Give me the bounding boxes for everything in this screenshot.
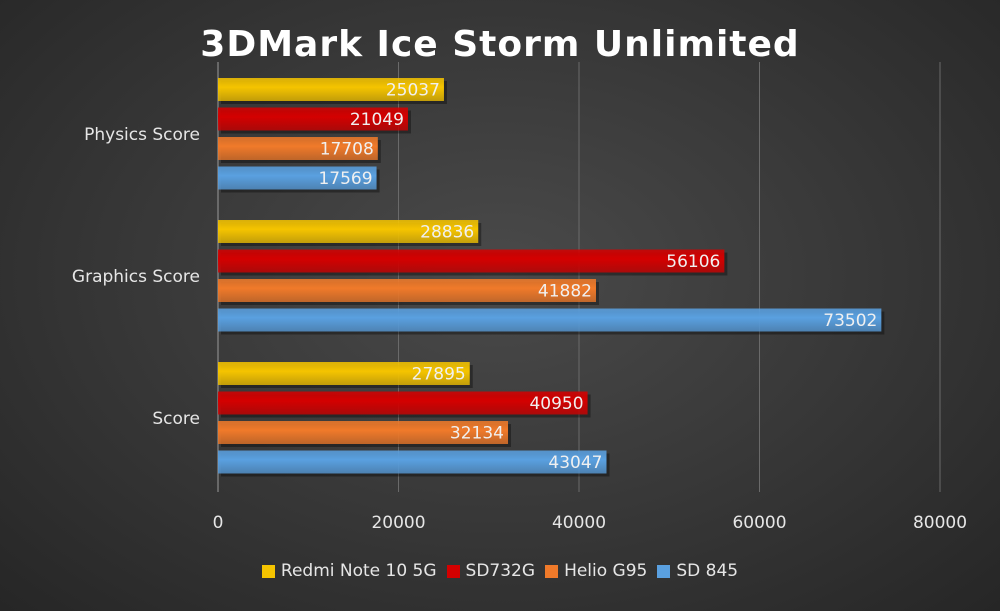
bar [218, 107, 408, 131]
x-tick-label: 80000 [913, 513, 967, 533]
bar [218, 362, 470, 385]
legend-swatch [446, 564, 460, 578]
legend-swatch [261, 564, 275, 578]
data-label: 56106 [666, 252, 720, 272]
data-label: 43047 [548, 453, 602, 473]
bar [218, 220, 479, 243]
legend-label: SD 845 [676, 561, 739, 581]
bar [218, 421, 509, 444]
legend-label: SD732G [465, 561, 536, 581]
legend: Redmi Note 10 5G SD732G Helio G95 SD 845 [0, 561, 1000, 581]
chart-title: 3DMark Ice Storm Unlimited [200, 24, 800, 65]
data-label: 17708 [320, 140, 374, 160]
data-label: 27895 [412, 365, 466, 385]
data-label: 28836 [420, 223, 474, 243]
legend-item: Redmi Note 10 5G [261, 561, 437, 581]
bar [218, 450, 607, 474]
category-label: Physics Score [84, 125, 200, 145]
x-tick-label: 60000 [732, 513, 786, 533]
legend-label: Helio G95 [564, 561, 648, 581]
category-label: Graphics Score [72, 267, 200, 287]
data-label: 17569 [318, 169, 372, 189]
data-label: 40950 [529, 394, 583, 414]
bar [218, 391, 588, 415]
x-tick-label: 40000 [552, 513, 606, 533]
bar [218, 308, 882, 332]
legend-item: SD 845 [657, 561, 738, 581]
bar [218, 78, 444, 101]
data-label: 73502 [823, 311, 877, 331]
category-label: Score [152, 409, 200, 429]
legend-item: SD732G [446, 561, 536, 581]
data-label: 41882 [538, 282, 592, 302]
data-label: 25037 [386, 81, 440, 101]
bar [218, 249, 725, 273]
x-tick-label: 0 [213, 513, 224, 533]
legend-swatch [545, 564, 559, 578]
x-tick-label: 20000 [371, 513, 425, 533]
bar [218, 279, 596, 302]
bar [218, 166, 377, 190]
data-label: 32134 [450, 424, 504, 444]
legend-item: Helio G95 [545, 561, 647, 581]
legend-swatch [657, 564, 671, 578]
bar [218, 137, 378, 160]
legend-label: Redmi Note 10 5G [280, 561, 437, 581]
data-label: 21049 [350, 110, 404, 130]
